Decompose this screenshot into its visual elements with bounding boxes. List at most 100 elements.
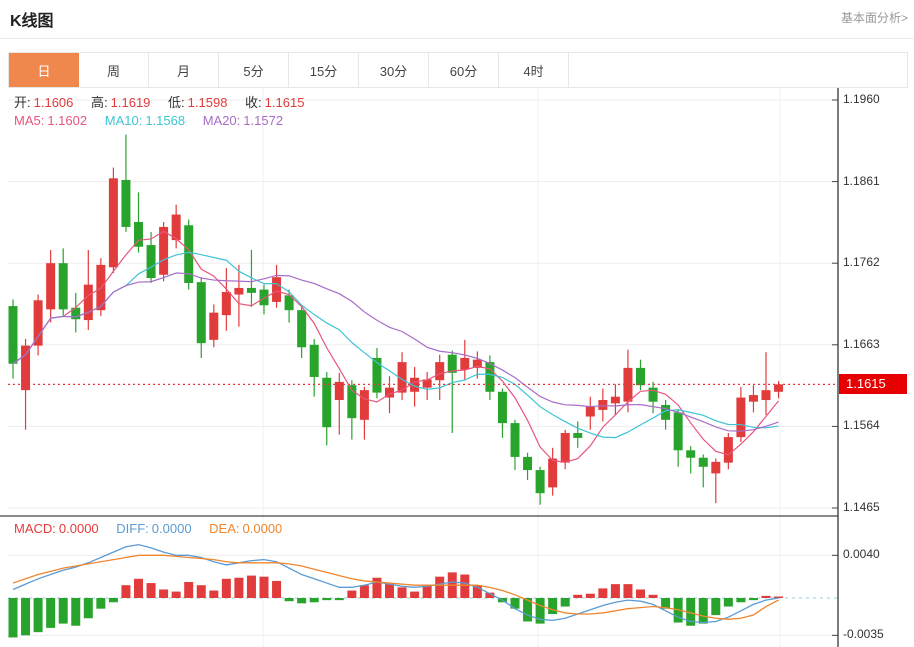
candle-body xyxy=(221,292,231,316)
candle-body xyxy=(209,312,219,340)
macd-bar xyxy=(83,598,93,619)
macd-bar xyxy=(259,576,269,598)
candle-body xyxy=(623,367,633,402)
macd-bar xyxy=(46,598,56,628)
macd-bar xyxy=(585,593,595,598)
y-axis-label: 0.0040 xyxy=(843,547,880,562)
ma-legend: MA5: 1.1602 MA10: 1.1568 MA20: 1.1572 xyxy=(14,113,286,128)
macd-bar xyxy=(711,598,721,616)
macd-bar xyxy=(209,590,219,598)
tab-周[interactable]: 周 xyxy=(79,53,149,87)
macd-bar xyxy=(460,574,470,598)
high-value: 1.1619 xyxy=(110,95,151,110)
ma20-line xyxy=(12,272,779,432)
macd-bar xyxy=(610,584,620,598)
macd-bar xyxy=(146,583,156,598)
macd-bar xyxy=(171,591,181,598)
candle-body xyxy=(761,390,771,401)
tab-15分[interactable]: 15分 xyxy=(289,53,359,87)
macd-bar xyxy=(8,598,18,638)
macd-bar xyxy=(761,595,771,598)
ma10-value: 1.1568 xyxy=(145,113,186,128)
candle-body xyxy=(397,362,407,393)
candle-body xyxy=(272,277,282,302)
fundamental-analysis-link[interactable]: 基本面分析> xyxy=(840,11,908,25)
macd-bar xyxy=(573,594,583,598)
candle-body xyxy=(121,179,131,227)
macd-bar xyxy=(661,598,671,609)
macd-bar xyxy=(33,598,43,633)
candle-body xyxy=(585,406,595,417)
macd-bar xyxy=(560,598,570,607)
tab-60分[interactable]: 60分 xyxy=(429,53,499,87)
candle-body xyxy=(359,390,369,420)
candle-body xyxy=(472,359,482,368)
macd-bar xyxy=(272,580,282,598)
candle-body xyxy=(159,226,169,275)
macd-bar xyxy=(748,598,758,601)
candle-body xyxy=(497,391,507,424)
macd-bar xyxy=(234,577,244,598)
y-axis-label: 1.1762 xyxy=(843,255,880,270)
tab-日[interactable]: 日 xyxy=(9,53,79,87)
y-axis-label: 1.1663 xyxy=(843,336,880,351)
candle-body xyxy=(636,367,645,386)
candle-body xyxy=(146,245,156,279)
macd-bar xyxy=(410,591,420,598)
macd-bar xyxy=(548,598,558,615)
macd-bar xyxy=(297,598,307,604)
open-value: 1.1606 xyxy=(33,95,74,110)
high-label: 高: xyxy=(91,95,108,110)
candle-body xyxy=(774,384,784,392)
candle-body xyxy=(723,437,733,463)
ohlc-legend: 开: 1.1606 高: 1.1619 低: 1.1598 收: 1.1615 xyxy=(14,92,307,111)
candle-body xyxy=(8,306,18,364)
open-label: 开: xyxy=(14,95,31,110)
tab-5分[interactable]: 5分 xyxy=(219,53,289,87)
ma20-value: 1.1572 xyxy=(243,113,284,128)
tab-月[interactable]: 月 xyxy=(149,53,219,87)
dea-label: DEA: xyxy=(209,521,240,536)
macd-bar xyxy=(598,588,608,598)
macd-bar xyxy=(435,576,445,598)
candle-body xyxy=(422,379,432,388)
candle-body xyxy=(673,412,683,451)
macd-bar xyxy=(96,598,106,609)
candle-body xyxy=(510,423,520,457)
macd-bar xyxy=(322,598,332,601)
tab-4时[interactable]: 4时 xyxy=(499,53,569,87)
candle-body xyxy=(698,457,708,467)
candle-body xyxy=(284,295,294,311)
candle-body xyxy=(83,284,93,321)
dea-value: 0.0000 xyxy=(242,521,283,536)
candle-body xyxy=(736,397,746,438)
candle-body xyxy=(322,377,332,428)
macd-bar xyxy=(510,598,520,609)
y-axis-label: 1.1960 xyxy=(843,92,880,106)
candle-body xyxy=(548,458,558,488)
macd-bar xyxy=(485,592,495,598)
candle-body xyxy=(196,282,206,344)
candle-body xyxy=(108,178,118,268)
candle-body xyxy=(598,400,608,410)
macd-bar xyxy=(422,585,432,598)
candle-body xyxy=(385,387,394,398)
candle-body xyxy=(46,263,56,310)
macd-bar xyxy=(723,598,733,607)
macd-bar xyxy=(623,584,633,598)
tab-30分[interactable]: 30分 xyxy=(359,53,429,87)
macd-bar xyxy=(134,578,143,598)
candle-body xyxy=(748,395,758,402)
macd-bar xyxy=(284,598,294,602)
candle-body xyxy=(259,289,269,306)
candle-body xyxy=(171,214,181,241)
y-axis-label: 1.1564 xyxy=(843,418,880,433)
diff-line xyxy=(12,544,779,624)
candle-body xyxy=(573,432,583,438)
candle-body xyxy=(246,287,256,293)
macd-bar xyxy=(636,589,645,598)
macd-bar xyxy=(221,578,231,598)
macd-bar xyxy=(159,589,169,598)
